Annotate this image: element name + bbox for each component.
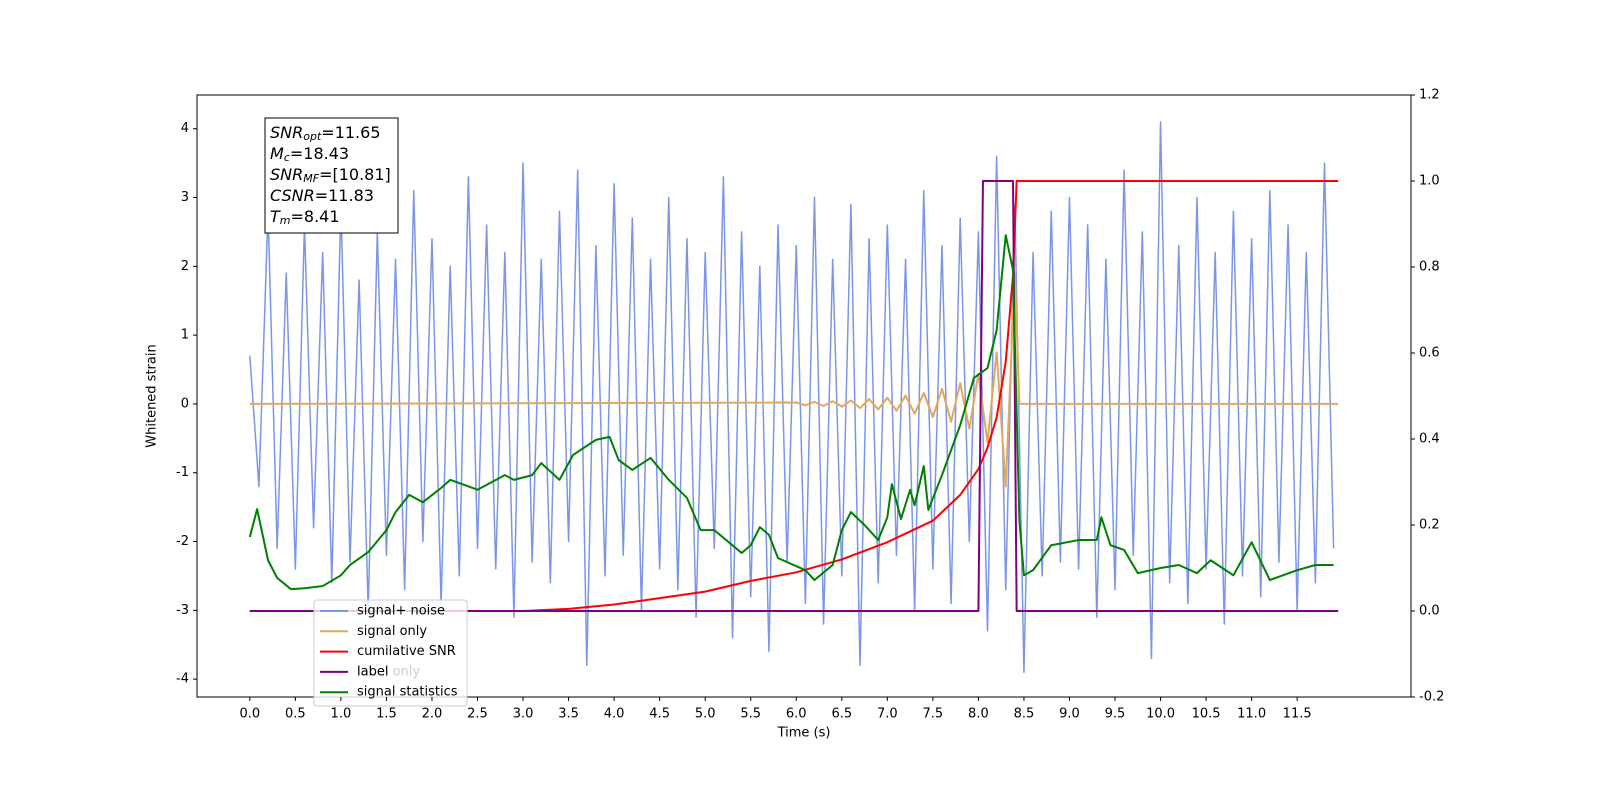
x-tick-label: 3.0	[513, 707, 534, 722]
y2-tick-label: 1.0	[1419, 174, 1440, 189]
y2-tick-label: 1.2	[1419, 88, 1440, 103]
x-tick-label: 0.0	[239, 707, 260, 722]
x-tick-label: 4.0	[604, 707, 625, 722]
annotation-symbol: SNR	[270, 165, 303, 184]
y-axis-label: Whitened strain	[145, 344, 160, 447]
annotation-value: =[10.81]	[319, 165, 391, 184]
y2-tick-label: 0.2	[1419, 518, 1440, 533]
legend-label: signal statistics	[357, 685, 458, 700]
annotation-subscript: c	[284, 151, 290, 164]
y-tick-label: 4	[181, 121, 189, 136]
series-line	[249, 121, 1335, 673]
series-line	[249, 180, 1339, 612]
y-tick-label: -1	[176, 465, 189, 480]
annotation-line: SNRopt=11.65	[270, 123, 381, 144]
y-tick-label: 1	[181, 328, 189, 343]
legend-label: signal+ noise	[357, 604, 445, 619]
annotation-symbol: SNR	[270, 123, 303, 142]
annotation-symbol: M	[270, 144, 284, 163]
annotation-symbol: T	[270, 207, 281, 226]
annotation-line: CSNR=11.83	[270, 186, 374, 205]
x-tick-label: 2.5	[467, 707, 488, 722]
annotation-symbol: CSNR	[270, 186, 315, 205]
legend-label: cumilative SNR	[357, 644, 456, 659]
annotation-value: =8.41	[291, 207, 340, 226]
annotation-value: =11.83	[315, 186, 374, 205]
x-tick-label: 9.0	[1059, 707, 1080, 722]
x-tick-label: 1.5	[376, 707, 397, 722]
annotation-line: SNRMF=[10.81]	[270, 165, 391, 186]
x-axis-label: Time (s)	[777, 726, 831, 741]
legend-frame	[313, 599, 468, 707]
x-tick-label: 2.0	[422, 707, 443, 722]
x-tick-label: 7.0	[877, 707, 898, 722]
x-tick-label: 3.5	[558, 707, 579, 722]
x-tick-label: 7.5	[923, 707, 944, 722]
y-tick-label: -2	[176, 534, 189, 549]
x-tick-label: 1.0	[331, 707, 352, 722]
y2-tick-label: -0.2	[1419, 690, 1444, 705]
x-tick-label: 8.0	[968, 707, 989, 722]
y-tick-label: 0	[181, 396, 189, 411]
series-line	[249, 180, 1339, 612]
x-tick-label: 9.5	[1105, 707, 1126, 722]
series-line	[248, 234, 1334, 591]
plot-area	[248, 121, 1339, 673]
y-tick-label: -4	[176, 672, 189, 687]
annotation-line: Tm=8.41	[270, 207, 340, 228]
legend: label only signal+ noise signal only cumila…	[313, 599, 468, 707]
x-tick-label: 5.5	[740, 707, 761, 722]
y2-tick-label: 0.0	[1419, 604, 1440, 619]
annotation-value: =11.65	[321, 123, 380, 142]
x-tick-label: 10.0	[1146, 707, 1175, 722]
annotation-box: SNRopt=11.65Mc=18.43SNRMF=[10.81]CSNR=11…	[264, 117, 399, 234]
x-tick-label: 5.0	[695, 707, 716, 722]
x-tick-label: 4.5	[649, 707, 670, 722]
annotation-subscript: m	[280, 214, 291, 227]
x-tick-label: 11.5	[1283, 707, 1312, 722]
annotation-line: Mc=18.43	[270, 144, 349, 165]
y2-tick-label: 0.6	[1419, 346, 1440, 361]
y2-tick-label: 0.8	[1419, 260, 1440, 275]
annotation-subscript: MF	[303, 172, 319, 185]
y2-tick-label: 0.4	[1419, 432, 1440, 447]
series-line	[249, 272, 1339, 488]
axes-frame	[196, 94, 1412, 698]
legend-hidden-text: label only	[357, 665, 420, 680]
y-tick-label: -3	[176, 603, 189, 618]
x-tick-label: 6.5	[831, 707, 852, 722]
annotation-frame	[264, 117, 399, 234]
x-tick-label: 10.5	[1192, 707, 1221, 722]
x-tick-label: 0.5	[285, 707, 306, 722]
x-tick-label: 11.0	[1237, 707, 1266, 722]
y-tick-label: 3	[181, 190, 189, 205]
legend-label: label	[357, 664, 388, 679]
y-tick-label: 2	[181, 259, 189, 274]
x-tick-label: 8.5	[1014, 707, 1035, 722]
annotation-subscript: opt	[303, 130, 322, 143]
annotation-value: =18.43	[290, 144, 349, 163]
legend-label: signal only	[357, 624, 427, 639]
x-tick-label: 6.0	[786, 707, 807, 722]
